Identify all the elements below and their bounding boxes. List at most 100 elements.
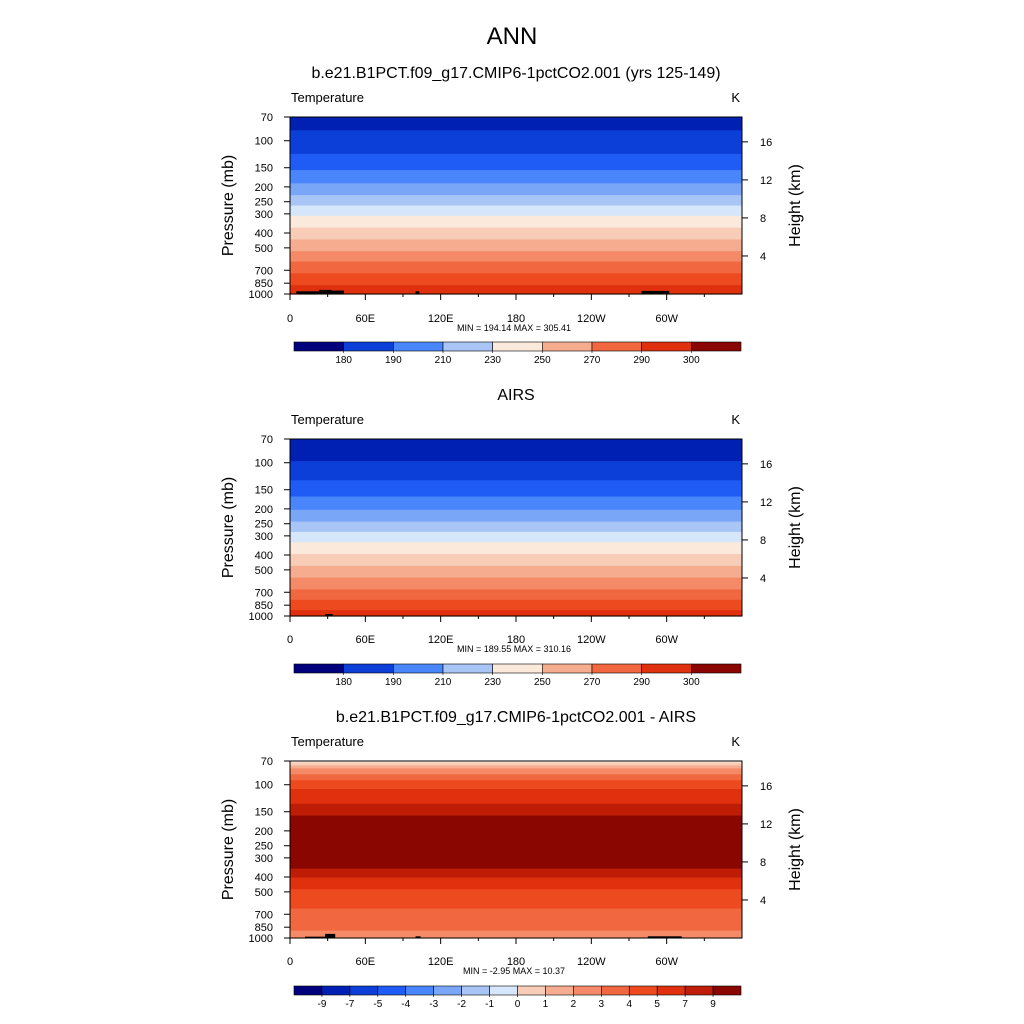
contour-band [290, 573, 742, 576]
contour-band [290, 145, 742, 148]
colorbar-swatch [628, 985, 658, 996]
contour-band [290, 778, 742, 781]
y-axis-label: Pressure (mb) [220, 477, 237, 578]
contour-band [290, 935, 742, 938]
contour-field [290, 117, 742, 295]
contour-band [290, 530, 742, 533]
contour-band [290, 871, 742, 874]
contour-band [290, 252, 742, 255]
contour-band [290, 212, 742, 215]
contour-band [290, 498, 742, 501]
contour-band [290, 551, 742, 554]
contour-band [290, 189, 742, 192]
contour-band [290, 444, 742, 447]
y-tick-label: 500 [255, 887, 273, 899]
contour-band [290, 926, 742, 929]
contour-band [290, 836, 742, 839]
contour-band [290, 843, 742, 846]
height-tick-label: 8 [760, 535, 766, 547]
contour-band [290, 911, 742, 914]
contour-band [290, 545, 742, 548]
contour-band [290, 604, 742, 607]
contour-band [290, 528, 742, 532]
colorbar-label: -3 [429, 999, 438, 1010]
contour-band [290, 177, 742, 180]
colorbar-swatch [343, 663, 394, 674]
contour-band [290, 205, 742, 208]
contour-band [290, 515, 742, 518]
contour-band [290, 917, 742, 920]
contour-band [290, 465, 742, 468]
colorbar-label: 210 [435, 355, 452, 366]
contour-band [290, 914, 742, 917]
colorbar-swatch [433, 985, 462, 996]
contour-band [290, 849, 742, 852]
contour-band [290, 587, 742, 591]
contour-band [290, 868, 742, 871]
colorbar-swatch [405, 985, 434, 996]
contour-band [290, 472, 742, 475]
contour-band [290, 825, 742, 828]
contour-band [290, 590, 742, 593]
contour-band [290, 814, 742, 817]
contour-band [290, 877, 742, 880]
contour-band [290, 173, 742, 176]
contour-band [290, 901, 742, 904]
contour-band [290, 837, 742, 840]
contour-band [290, 158, 742, 161]
contour-band [290, 495, 742, 498]
contour-band [290, 768, 742, 771]
colorbar-label: 250 [534, 355, 551, 366]
colorbar-label: 3 [599, 999, 605, 1010]
contour-band [290, 791, 742, 795]
contour-band [290, 462, 742, 465]
contour-band [290, 848, 742, 851]
contour-band [290, 873, 742, 876]
contour-band [290, 168, 742, 171]
colorbar-swatch [349, 985, 379, 996]
contour-band [290, 880, 742, 883]
colorbar-swatch [573, 985, 602, 996]
contour-band [290, 480, 742, 483]
colorbar: 180 190 210 230 250 270 290 300 [293, 341, 742, 366]
contour-band [290, 930, 742, 933]
contour-band [290, 833, 742, 836]
colorbar-label: 1 [543, 999, 549, 1010]
figure-title: ANN [487, 23, 538, 50]
x-tick-label: 60W [655, 313, 678, 325]
contour-band [290, 546, 742, 549]
contour-band [290, 450, 742, 453]
contour-band [290, 858, 742, 861]
contour-band [290, 539, 742, 542]
contour-band [290, 815, 742, 818]
contour-band [290, 892, 742, 895]
contour-band [290, 170, 742, 173]
y-tick-label: 700 [255, 909, 273, 921]
contour-band [290, 441, 742, 445]
height-tick-label: 4 [760, 895, 766, 907]
contour-band [290, 246, 742, 249]
contour-band [290, 289, 742, 292]
contour-band [290, 474, 742, 477]
y-tick-label: 150 [255, 485, 273, 497]
contour-band [290, 187, 742, 190]
contour-band [290, 781, 742, 784]
contour-band [290, 223, 742, 226]
contour-band [290, 270, 742, 273]
contour-band [290, 593, 742, 596]
contour-band [290, 447, 742, 450]
contour-band [290, 220, 742, 223]
contour-band [290, 464, 742, 467]
contour-band [290, 772, 742, 775]
variable-label: Temperature [291, 734, 364, 749]
contour-band [290, 904, 742, 907]
contour-band [290, 276, 742, 279]
contour-band [290, 155, 742, 158]
contour-band [290, 800, 742, 803]
colorbar-swatch [591, 341, 642, 352]
contour-band [290, 196, 742, 199]
contour-band [290, 206, 742, 210]
contour-band [290, 243, 742, 246]
contour-band [290, 797, 742, 800]
height-tick-label: 16 [760, 459, 772, 471]
